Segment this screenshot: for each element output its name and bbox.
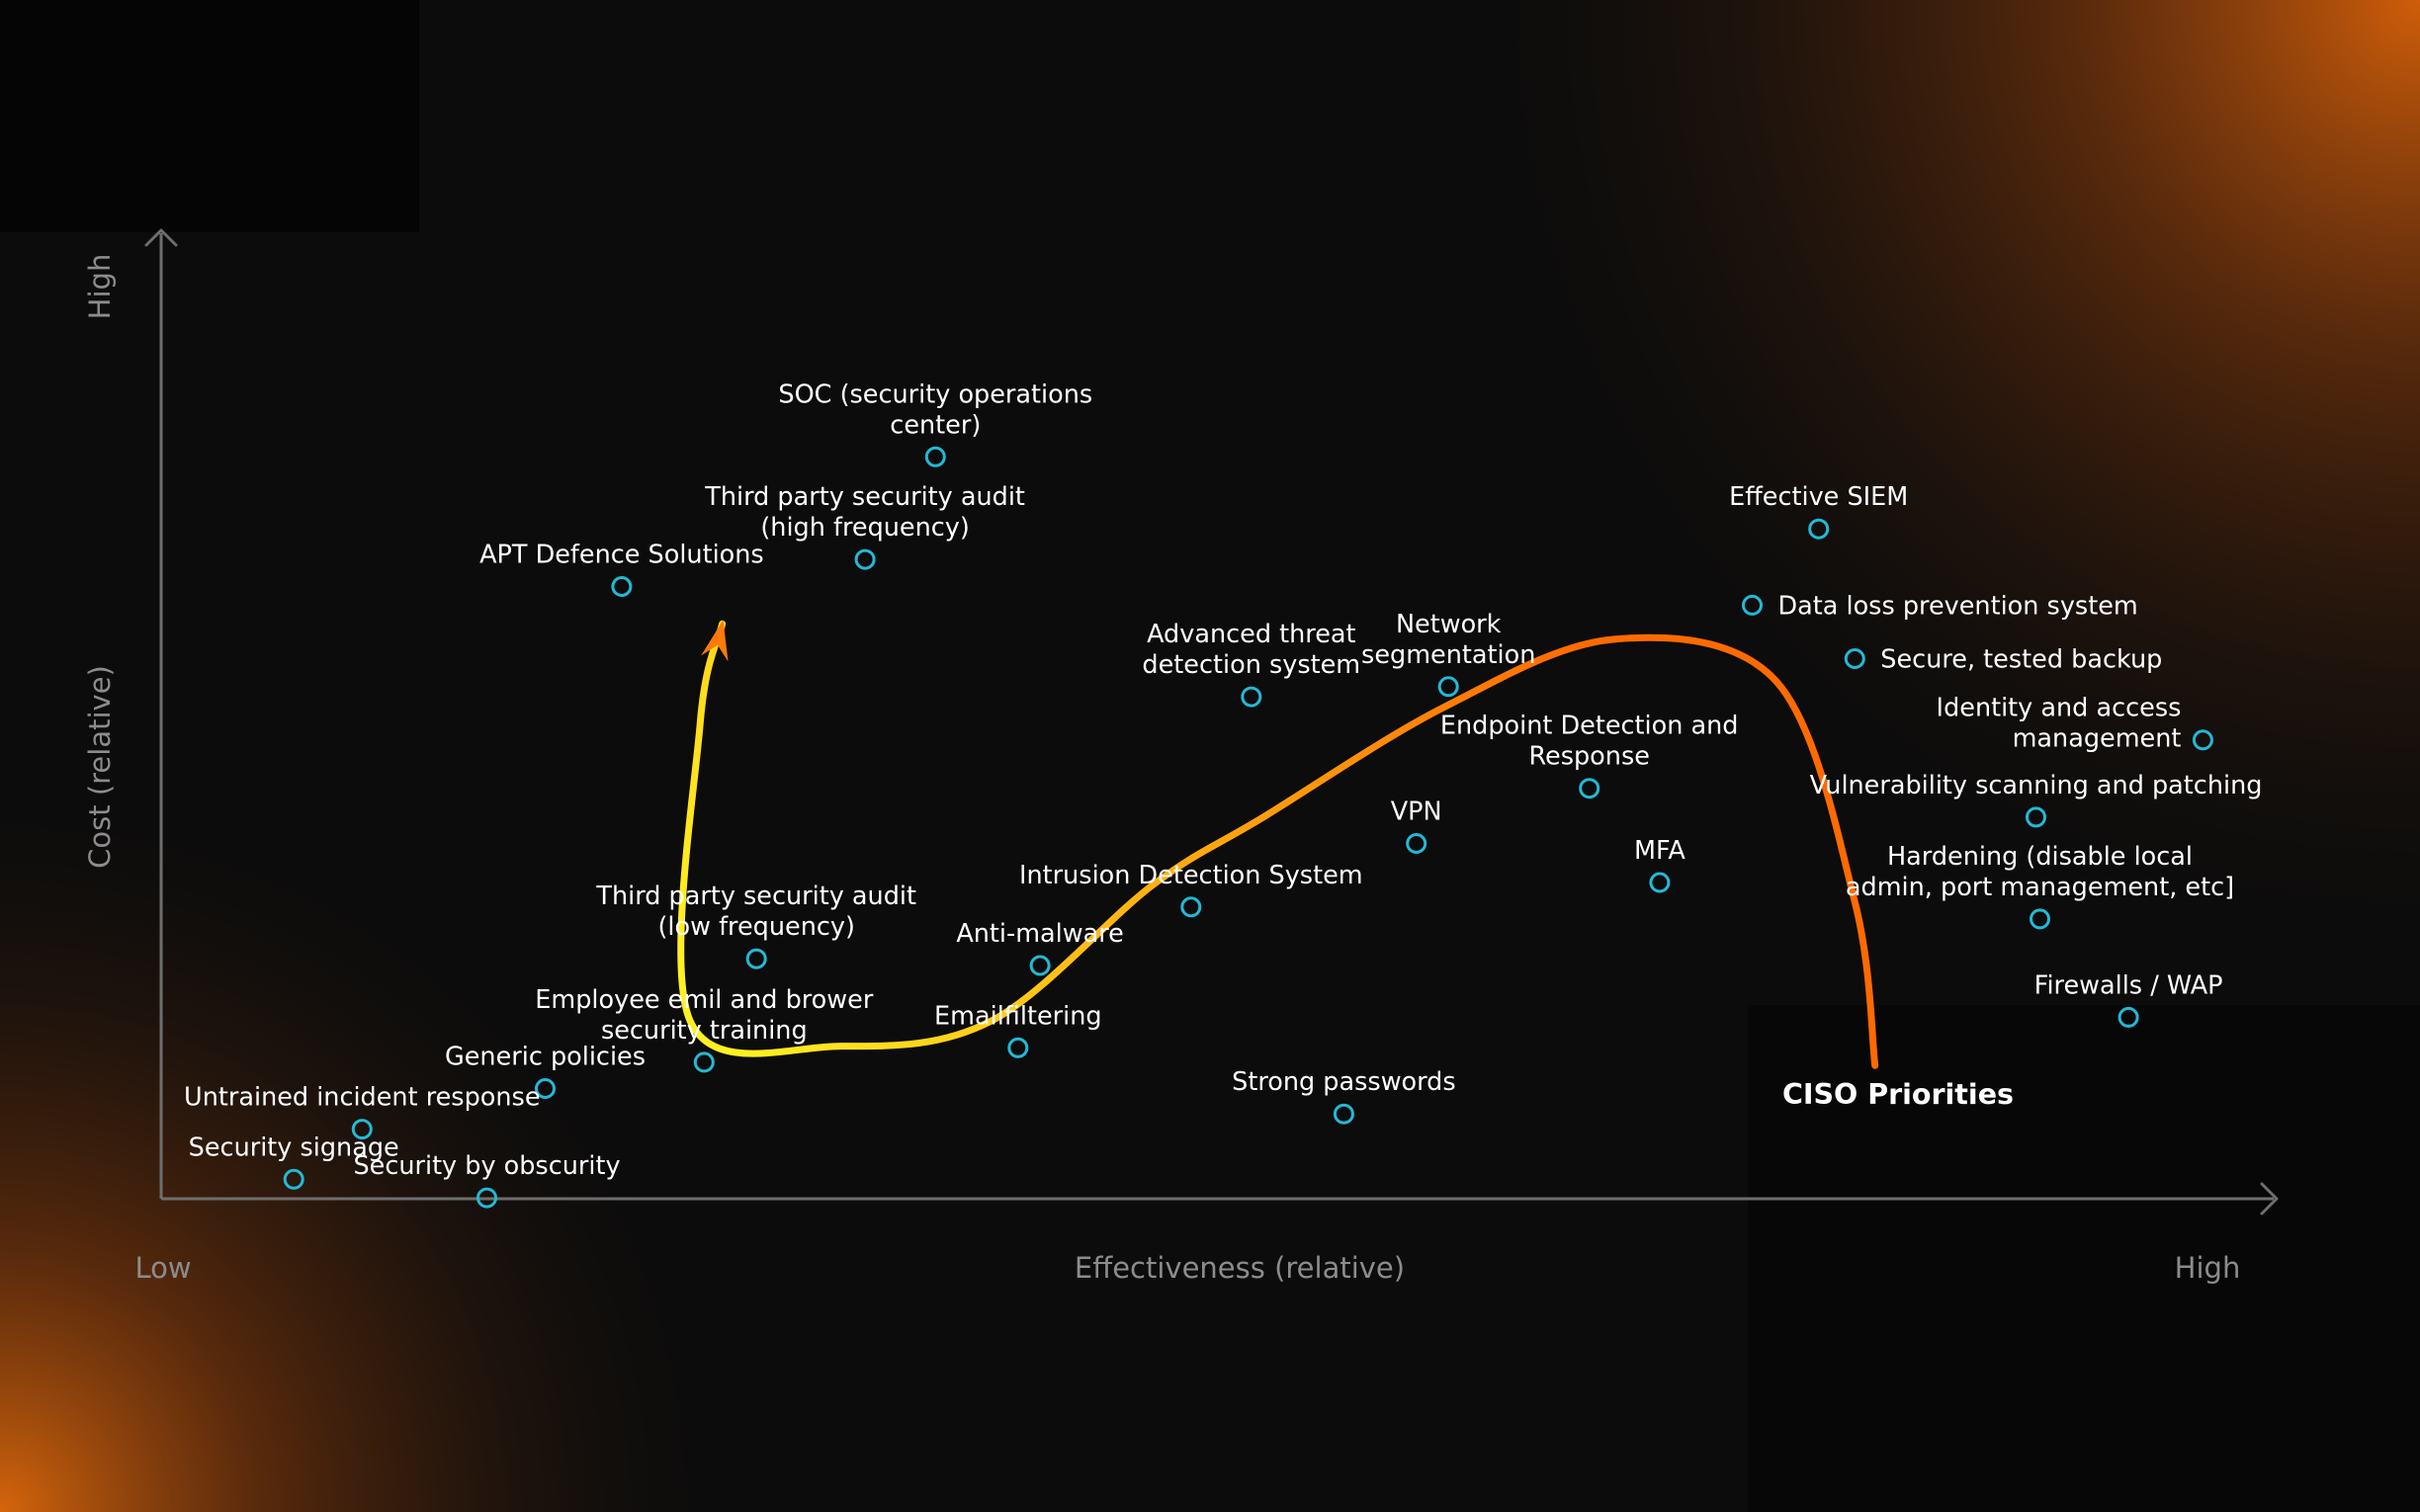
x-axis-arrowhead [2260, 1182, 2279, 1216]
point-label: Endpoint Detection and Response [1440, 712, 1739, 772]
ciso-priorities-curve [677, 620, 1879, 1069]
point-marker [476, 1187, 497, 1209]
point-marker [1180, 896, 1202, 918]
point-firewalls-wap: Firewalls / WAP [2034, 970, 2223, 1028]
point-marker [2192, 729, 2213, 751]
point-marker [924, 446, 946, 467]
point-emailfiltering: Emailfiltering [934, 1001, 1102, 1058]
x-axis-label: Effectiveness (relative) [1075, 1251, 1405, 1285]
point-marker [1844, 648, 1865, 669]
point-label: MFA [1634, 836, 1685, 866]
point-data-loss-prevention-system: Data loss prevention system [1742, 591, 2138, 621]
point-label: Effective SIEM [1729, 482, 1908, 512]
point-vpn: VPN [1391, 798, 1442, 854]
point-marker [2118, 1006, 2139, 1028]
y-axis-label: Cost (relative) [83, 665, 117, 869]
point-effective-siem: Effective SIEM [1729, 482, 1908, 540]
point-label: SOC (security operations center) [778, 379, 1092, 440]
point-label: VPN [1391, 798, 1442, 827]
point-apt-defence-solutions: APT Defence Solutions [479, 541, 764, 597]
point-marker [693, 1051, 715, 1073]
point-label: Generic policies [445, 1043, 646, 1072]
ciso-priorities-label: CISO Priorities [1782, 1078, 2014, 1111]
point-label: Advanced threat detection system [1142, 620, 1360, 680]
point-identity-and-access-management: Identity and access management [1937, 693, 2213, 753]
point-marker [2026, 806, 2046, 828]
point-label: Secure, tested backup [1880, 645, 2162, 675]
point-untrained-incident-response: Untrained incident response [184, 1083, 541, 1140]
axes: Low High Effectiveness (relative) High C… [83, 228, 2279, 1285]
point-marker [745, 948, 767, 969]
point-marker [283, 1168, 304, 1190]
point-marker [1333, 1103, 1354, 1125]
point-hardening-disable-local-admin-port-management-etc: Hardening (disable local admin, port mana… [1846, 842, 2234, 930]
point-advanced-threat-detection-system: Advanced threat detection system [1142, 620, 1360, 708]
point-marker [1406, 833, 1427, 854]
point-marker [1007, 1037, 1029, 1058]
point-soc-security-operations-center: SOC (security operations center) [778, 379, 1092, 467]
point-label: Employee emil and brower security trainin… [535, 985, 874, 1046]
point-label: Hardening (disable local admin, port mana… [1846, 842, 2234, 902]
point-label: Untrained incident response [184, 1083, 540, 1113]
point-label: Intrusion Detection System [1019, 861, 1363, 890]
point-marker [611, 576, 633, 597]
background-dark-panel-top-left [0, 0, 419, 232]
point-marker [351, 1119, 373, 1140]
point-marker [854, 548, 876, 570]
point-marker [1029, 955, 1051, 976]
point-intrusion-detection-system: Intrusion Detection System [1019, 861, 1363, 918]
y-axis-arrowhead [144, 228, 178, 247]
points-layer: SOC (security operations center) Third par… [184, 379, 2263, 1209]
point-marker [1742, 594, 1763, 616]
point-label: APT Defence Solutions [479, 541, 764, 570]
point-label: Identity and access management [1937, 693, 2182, 753]
point-marker [1649, 872, 1671, 893]
ciso-priorities-curve-group: CISO Priorities [677, 620, 2014, 1111]
point-label: Anti-malware [956, 919, 1124, 949]
point-marker [2030, 908, 2050, 930]
point-label: Security signage [189, 1133, 399, 1162]
point-marker [1437, 676, 1459, 698]
point-anti-malware: Anti-malware [956, 919, 1124, 976]
background-dark-panel-bottom-right [1748, 1005, 2420, 1512]
point-label: Third party security audit (high frequenc… [704, 482, 1025, 543]
point-security-signage: Security signage [189, 1133, 399, 1190]
x-tick-low: Low [134, 1251, 191, 1285]
point-third-party-security-audit-low-frequency: Third party security audit (low frequency… [595, 882, 916, 969]
point-label: Security by obscurity [353, 1151, 620, 1181]
point-label: Third party security audit (low frequency… [595, 882, 916, 942]
point-security-by-obscurity: Security by obscurity [353, 1151, 621, 1209]
point-third-party-security-audit-high-frequency: Third party security audit (high frequenc… [704, 482, 1025, 570]
point-employee-emil-and-brower-security-training: Employee emil and brower security trainin… [535, 985, 874, 1073]
point-label: Strong passwords [1232, 1067, 1456, 1097]
point-vulnerability-scanning-and-patching: Vulnerability scanning and patching [1810, 771, 2263, 828]
point-secure-tested-backup: Secure, tested backup [1844, 645, 2162, 675]
x-tick-high: High [2175, 1251, 2241, 1285]
point-mfa: MFA [1634, 836, 1685, 893]
point-network-segmentation: Network segmentation [1361, 610, 1535, 698]
point-label: Firewalls / WAP [2034, 970, 2223, 1000]
ciso-curve-arrowhead [701, 620, 729, 662]
point-marker [535, 1078, 556, 1099]
point-marker [1808, 518, 1830, 540]
point-label: Emailfiltering [934, 1001, 1102, 1031]
point-strong-passwords: Strong passwords [1232, 1067, 1456, 1125]
point-marker [1241, 686, 1262, 708]
point-generic-policies: Generic policies [445, 1043, 646, 1099]
point-marker [1579, 778, 1600, 799]
y-tick-high: High [83, 254, 117, 320]
point-label: Network segmentation [1361, 610, 1535, 670]
point-label: Data loss prevention system [1778, 591, 2138, 621]
point-endpoint-detection-and-response: Endpoint Detection and Response [1440, 712, 1739, 799]
point-label: Vulnerability scanning and patching [1810, 771, 2263, 800]
